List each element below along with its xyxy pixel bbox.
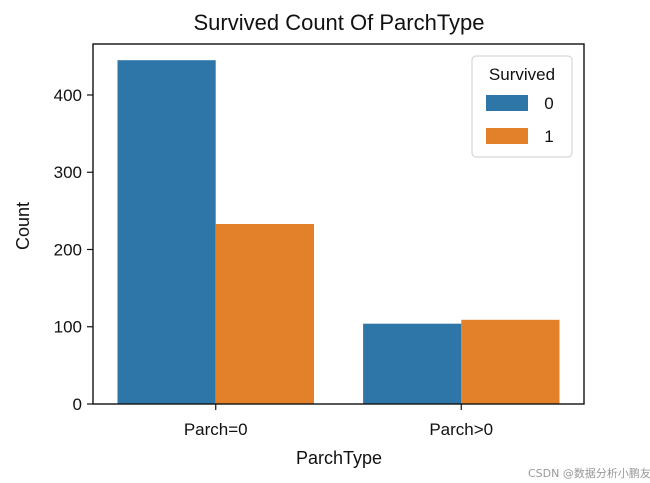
y-tick-label: 100 [54, 318, 82, 337]
legend-swatch-0 [486, 95, 528, 111]
y-axis: 0 100 200 300 400 [54, 86, 93, 414]
y-tick-label: 300 [54, 163, 82, 182]
bar-parch-0-survived-1 [215, 224, 314, 404]
watermark-text: CSDN @数据分析小鹏友 [528, 467, 650, 480]
y-axis-label: Count [13, 202, 33, 250]
legend-label-1: 1 [544, 127, 553, 146]
legend-title: Survived [489, 65, 555, 84]
bar-parch-0-survived-1 [461, 319, 560, 404]
legend: Survived 0 1 [471, 55, 573, 158]
x-axis: Parch=0 Parch>0 [184, 404, 493, 439]
x-tick-label: Parch>0 [429, 420, 493, 439]
bar-parch-0-survived-0 [117, 60, 216, 404]
chart-title: Survived Count Of ParchType [193, 10, 484, 35]
plot-frame [92, 43, 585, 405]
y-tick-label: 0 [73, 395, 82, 414]
legend-label-0: 0 [544, 94, 553, 113]
bars-group [117, 60, 560, 404]
x-axis-label: ParchType [296, 448, 382, 468]
y-tick-label: 400 [54, 86, 82, 105]
y-tick-label: 200 [54, 240, 82, 259]
x-tick-label: Parch=0 [184, 420, 248, 439]
legend-swatch-1 [486, 128, 528, 144]
bar-parch-0-survived-0 [363, 323, 462, 404]
